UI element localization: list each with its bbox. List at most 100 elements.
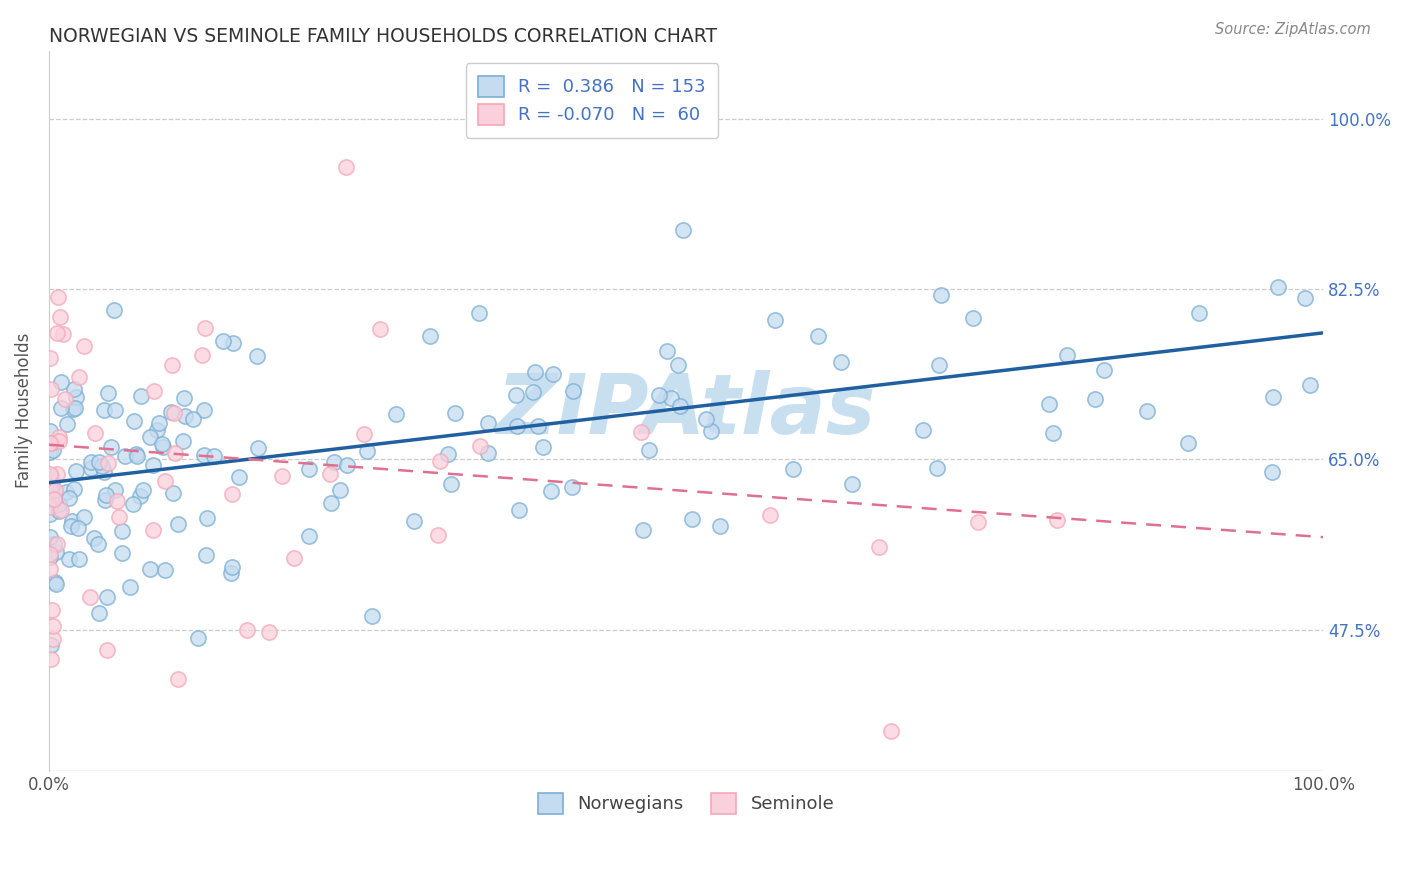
Point	[45, 467, 67, 481]
Point	[42, 619, 65, 633]
Point	[46, 536, 69, 550]
Point	[298, 462, 321, 476]
Point	[44, 492, 66, 507]
Point	[39, 424, 62, 438]
Point	[830, 355, 852, 369]
Point	[270, 468, 292, 483]
Point	[468, 306, 491, 320]
Y-axis label: Family Households: Family Households	[15, 333, 32, 489]
Point	[67, 369, 90, 384]
Point	[648, 387, 671, 401]
Point	[86, 536, 108, 550]
Point	[48, 434, 70, 448]
Point	[335, 161, 357, 175]
Point	[212, 334, 235, 349]
Point	[108, 510, 131, 524]
Point	[44, 483, 66, 497]
Point	[630, 425, 652, 440]
Point	[419, 328, 441, 343]
Point	[39, 351, 62, 365]
Point	[146, 423, 169, 437]
Point	[89, 606, 111, 620]
Point	[540, 483, 562, 498]
Point	[97, 386, 120, 401]
Point	[193, 402, 215, 417]
Point	[165, 446, 187, 460]
Point	[672, 222, 695, 236]
Point	[42, 632, 65, 647]
Point	[90, 459, 112, 474]
Point	[668, 400, 690, 414]
Point	[162, 406, 184, 420]
Point	[477, 446, 499, 460]
Point	[197, 511, 219, 525]
Point	[187, 631, 209, 645]
Point	[72, 509, 94, 524]
Point	[58, 491, 80, 506]
Point	[39, 507, 62, 521]
Point	[67, 552, 90, 566]
Point	[506, 419, 529, 434]
Point	[96, 643, 118, 657]
Point	[111, 524, 134, 538]
Point	[912, 423, 935, 437]
Text: ZIPAtlas: ZIPAtlas	[496, 370, 876, 451]
Point	[429, 453, 451, 467]
Point	[931, 288, 953, 302]
Point	[245, 349, 267, 363]
Point	[46, 290, 69, 304]
Point	[361, 608, 384, 623]
Point	[782, 462, 804, 476]
Text: Source: ZipAtlas.com: Source: ZipAtlas.com	[1215, 22, 1371, 37]
Point	[174, 409, 197, 424]
Point	[39, 550, 62, 565]
Point	[681, 512, 703, 526]
Point	[443, 406, 465, 420]
Point	[131, 389, 153, 403]
Point	[222, 335, 245, 350]
Point	[39, 651, 62, 665]
Point	[84, 426, 107, 441]
Point	[522, 385, 544, 400]
Point	[427, 528, 450, 542]
Point	[1038, 397, 1060, 411]
Legend: Norwegians, Seminole: Norwegians, Seminole	[526, 780, 846, 827]
Point	[440, 477, 463, 491]
Point	[219, 566, 242, 581]
Point	[336, 458, 359, 473]
Point	[368, 322, 391, 336]
Point	[42, 536, 65, 550]
Point	[385, 407, 408, 421]
Point	[927, 461, 949, 475]
Point	[39, 445, 62, 459]
Point	[56, 417, 79, 432]
Point	[1092, 363, 1115, 377]
Point	[1299, 378, 1322, 392]
Point	[173, 391, 195, 405]
Point	[62, 402, 84, 417]
Point	[1294, 291, 1316, 305]
Point	[868, 540, 890, 554]
Point	[111, 546, 134, 560]
Point	[39, 530, 62, 544]
Point	[633, 523, 655, 537]
Point	[353, 426, 375, 441]
Point	[152, 440, 174, 454]
Point	[58, 552, 80, 566]
Point	[63, 482, 86, 496]
Point	[45, 545, 67, 559]
Point	[763, 313, 786, 327]
Point	[527, 418, 550, 433]
Point	[120, 580, 142, 594]
Point	[160, 405, 183, 419]
Point	[167, 516, 190, 531]
Point	[48, 497, 70, 511]
Point	[93, 402, 115, 417]
Point	[523, 365, 546, 379]
Point	[236, 623, 259, 637]
Point	[477, 416, 499, 430]
Point	[172, 434, 194, 449]
Point	[1267, 280, 1289, 294]
Point	[129, 489, 152, 503]
Point	[100, 440, 122, 454]
